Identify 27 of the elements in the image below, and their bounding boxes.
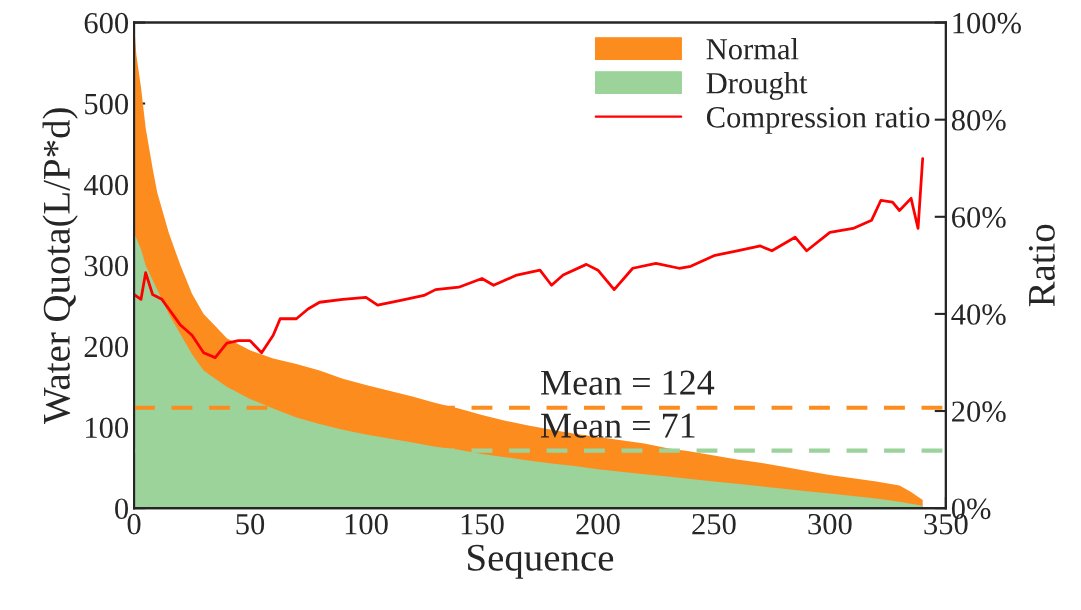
- y2-tick-label: 100%: [953, 12, 1021, 34]
- x-tick-label: 100: [345, 513, 388, 535]
- x-tick-label: 50: [236, 513, 265, 535]
- y-tick-label: 400: [83, 174, 129, 196]
- y2-axis-title: Ratio: [1028, 224, 1055, 307]
- y-tick-label: 300: [84, 255, 129, 277]
- y-tick-label: 200: [84, 336, 129, 358]
- y2-tick-label: 80%: [951, 109, 1006, 131]
- y-axis-title: Water Quota(L/P*d): [42, 108, 78, 425]
- y-tick-label: 100: [86, 417, 129, 439]
- legend-label: Normal: [706, 38, 799, 60]
- x-tick-label: 250: [692, 513, 736, 535]
- legend-label: Drought: [706, 72, 808, 100]
- line-series: [134, 157, 925, 359]
- y-tick-label: 500: [85, 93, 129, 115]
- y2-tick-label: 20%: [952, 401, 1006, 423]
- y2-tick-label: 40%: [951, 304, 1006, 325]
- ref-line-label: Mean = 124: [541, 370, 715, 395]
- x-tick-label: 300: [808, 513, 852, 535]
- x-tick-label: 200: [576, 513, 620, 535]
- y-tick-label: 600: [84, 12, 129, 34]
- ref-line-label: Mean = 71: [541, 413, 695, 438]
- x-axis-title: Sequence: [468, 544, 614, 579]
- legend-label: Compression ratio: [706, 107, 930, 134]
- y2-tick-label: 60%: [952, 207, 1006, 228]
- x-tick-label: 150: [461, 513, 504, 535]
- y-tick-label: 0: [115, 498, 129, 520]
